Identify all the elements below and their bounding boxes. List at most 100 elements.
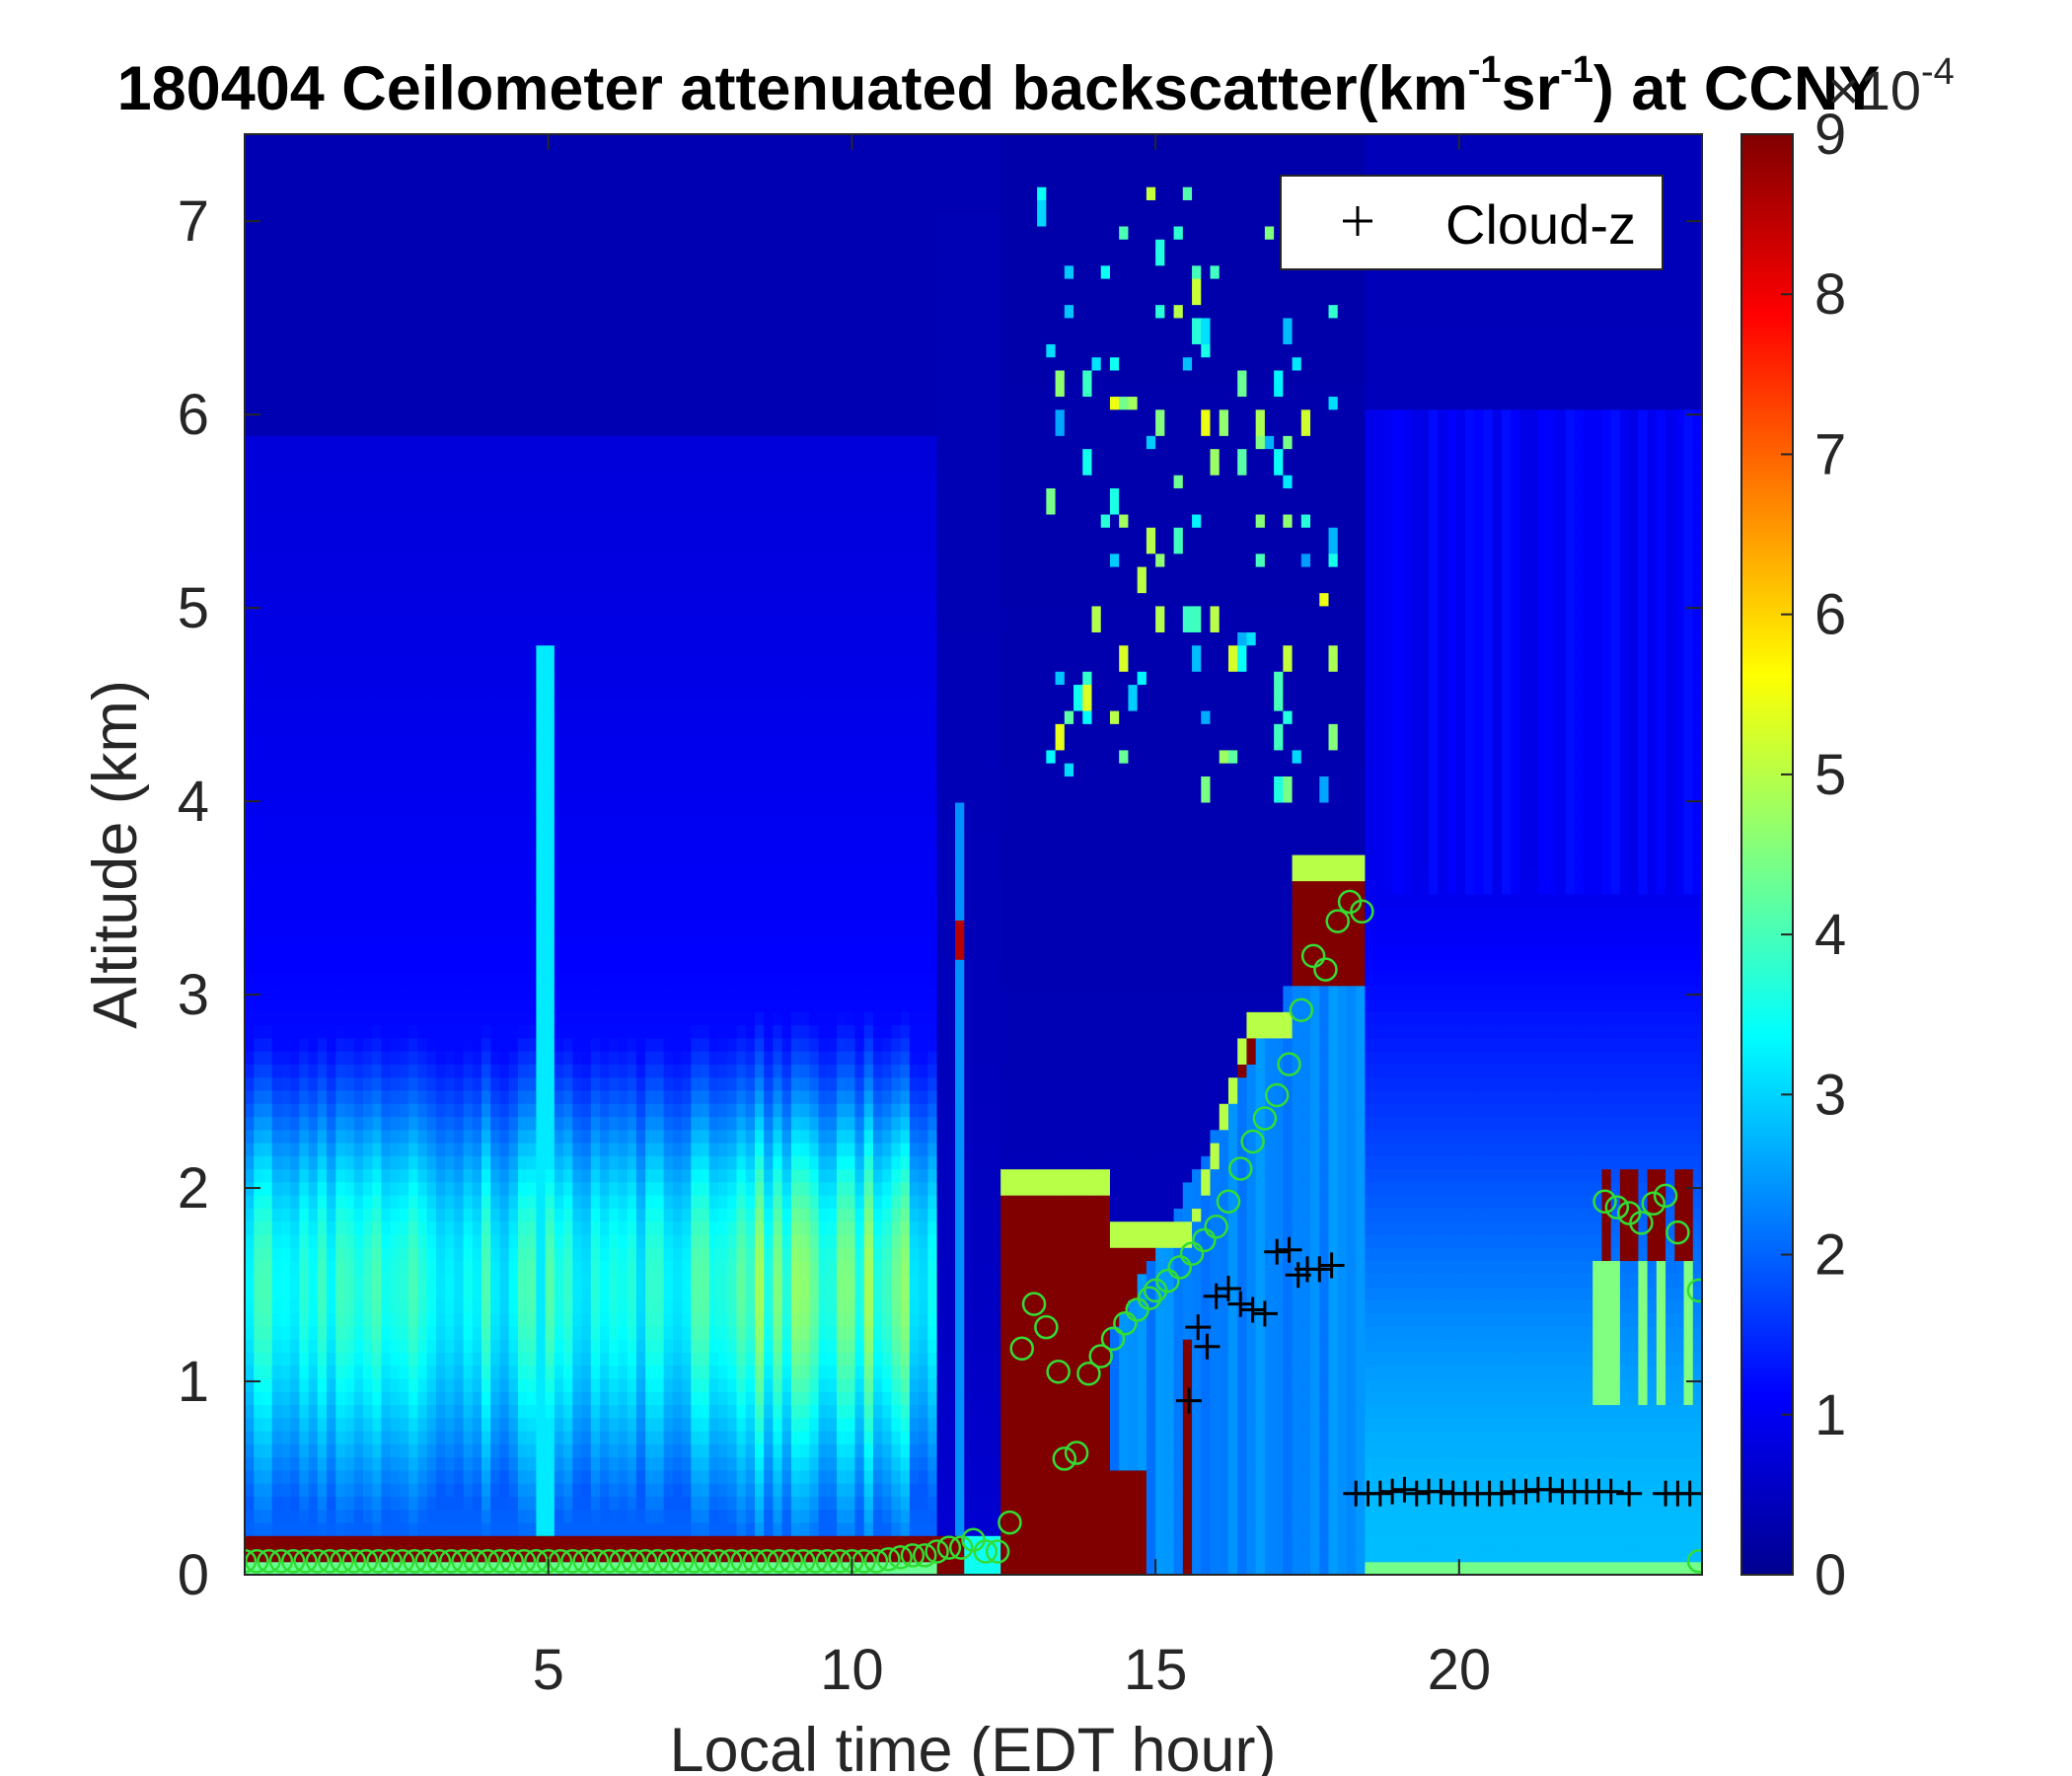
- heatmap-cell: [635, 579, 646, 594]
- heatmap-cell: [390, 697, 401, 711]
- heatmap-cell: [517, 631, 528, 646]
- heatmap-cell: [463, 1064, 474, 1078]
- heatmap-cell: [372, 1116, 383, 1131]
- heatmap-cell: [499, 1431, 510, 1444]
- heatmap-cell: [581, 959, 592, 974]
- heatmap-cell: [490, 1325, 501, 1340]
- heatmap-cell: [372, 1352, 383, 1367]
- heatmap-cell: [472, 867, 482, 882]
- heatmap-cell: [435, 1024, 446, 1039]
- heatmap-cell: [618, 749, 629, 764]
- heatmap-cell: [344, 304, 355, 319]
- heatmap-cell: [344, 1011, 355, 1026]
- heatmap-cell: [344, 1064, 355, 1078]
- heatmap-cell: [499, 540, 510, 555]
- heatmap-cell: [399, 186, 409, 200]
- heatmap-cell: [271, 999, 282, 1012]
- heatmap-cell: [463, 500, 474, 515]
- heatmap-cell: [581, 461, 592, 476]
- heatmap-cell: [245, 343, 255, 358]
- heatmap-cell: [527, 893, 537, 908]
- heatmap-cell: [344, 513, 355, 528]
- heatmap-cell: [280, 592, 291, 607]
- heatmap-cell: [335, 867, 346, 882]
- heatmap-cell: [299, 317, 310, 332]
- heatmap-cell: [408, 1339, 418, 1353]
- heatmap-cell: [508, 356, 519, 371]
- heatmap-cell: [353, 657, 364, 672]
- heatmap-cell: [581, 828, 592, 843]
- heatmap-cell: [590, 1443, 601, 1458]
- heatmap-cell: [618, 945, 629, 960]
- heatmap-cell: [508, 408, 519, 423]
- heatmap-cell: [327, 697, 336, 711]
- heatmap-cell: [481, 278, 491, 292]
- heatmap-cell: [463, 513, 474, 528]
- heatmap-cell: [454, 331, 465, 344]
- heatmap-cell: [262, 1129, 273, 1144]
- heatmap-cell: [481, 1287, 491, 1300]
- heatmap-cell: [308, 1483, 319, 1497]
- heatmap-cell: [254, 356, 264, 371]
- heatmap-cell: [609, 893, 620, 908]
- heatmap-cell: [481, 985, 491, 999]
- heatmap-cell: [335, 920, 346, 934]
- heatmap-cell: [600, 999, 610, 1012]
- heatmap-cell: [262, 1247, 273, 1262]
- heatmap-cell: [245, 356, 255, 371]
- heatmap-cell: [335, 383, 346, 398]
- heatmap-cell: [335, 697, 346, 711]
- heatmap-cell: [554, 1377, 564, 1392]
- heatmap-cell: [618, 801, 629, 816]
- heatmap-cell: [545, 487, 555, 502]
- heatmap-cell: [590, 788, 601, 803]
- heatmap-cell: [327, 147, 336, 162]
- heatmap-cell: [536, 657, 547, 672]
- heatmap-cell: [454, 945, 465, 960]
- heatmap-cell: [381, 1051, 392, 1065]
- heatmap-cell: [390, 147, 401, 162]
- heatmap-cell: [426, 1456, 437, 1471]
- heatmap-cell: [481, 880, 491, 895]
- heatmap-cell: [245, 945, 255, 960]
- heatmap-cell: [563, 527, 573, 542]
- heatmap-cell: [499, 1535, 510, 1550]
- heatmap-cell: [435, 605, 446, 620]
- heatmap-cell: [399, 657, 409, 672]
- heatmap-cell: [390, 801, 401, 816]
- heatmap-cell: [254, 1103, 264, 1118]
- heatmap-cell: [317, 331, 328, 344]
- heatmap-cell: [463, 422, 474, 436]
- heatmap-cell: [627, 644, 637, 659]
- heatmap-cell: [390, 239, 401, 254]
- heatmap-cell: [408, 383, 418, 398]
- heatmap-cell: [299, 776, 310, 790]
- heatmap-cell: [445, 684, 455, 699]
- heatmap-cell: [445, 841, 455, 855]
- heatmap-cell: [417, 147, 428, 162]
- heatmap-cell: [317, 252, 328, 266]
- heatmap-cell: [308, 1143, 319, 1156]
- heatmap-cell: [517, 920, 528, 934]
- heatmap-cell: [408, 972, 418, 987]
- heatmap-cell: [590, 1129, 601, 1144]
- heatmap-cell: [554, 671, 564, 686]
- heatmap-cell: [463, 1365, 474, 1379]
- heatmap-cell: [645, 264, 655, 279]
- heatmap-cell: [435, 920, 446, 934]
- heatmap-cell: [445, 1417, 455, 1432]
- heatmap-cell: [290, 999, 300, 1012]
- heatmap-cell: [408, 1509, 418, 1523]
- heatmap-cell: [572, 1037, 583, 1052]
- heatmap-cell: [472, 1391, 482, 1406]
- heatmap-cell: [327, 1208, 336, 1222]
- heatmap-cell: [254, 1417, 264, 1432]
- heatmap-cell: [245, 828, 255, 843]
- heatmap-cell: [408, 1377, 418, 1392]
- heatmap-cell: [654, 1325, 665, 1340]
- heatmap-cell: [280, 657, 291, 672]
- heatmap-cell: [426, 1260, 437, 1275]
- heatmap-cell: [590, 331, 601, 344]
- heatmap-cell: [590, 369, 601, 384]
- heatmap-cell: [600, 422, 610, 436]
